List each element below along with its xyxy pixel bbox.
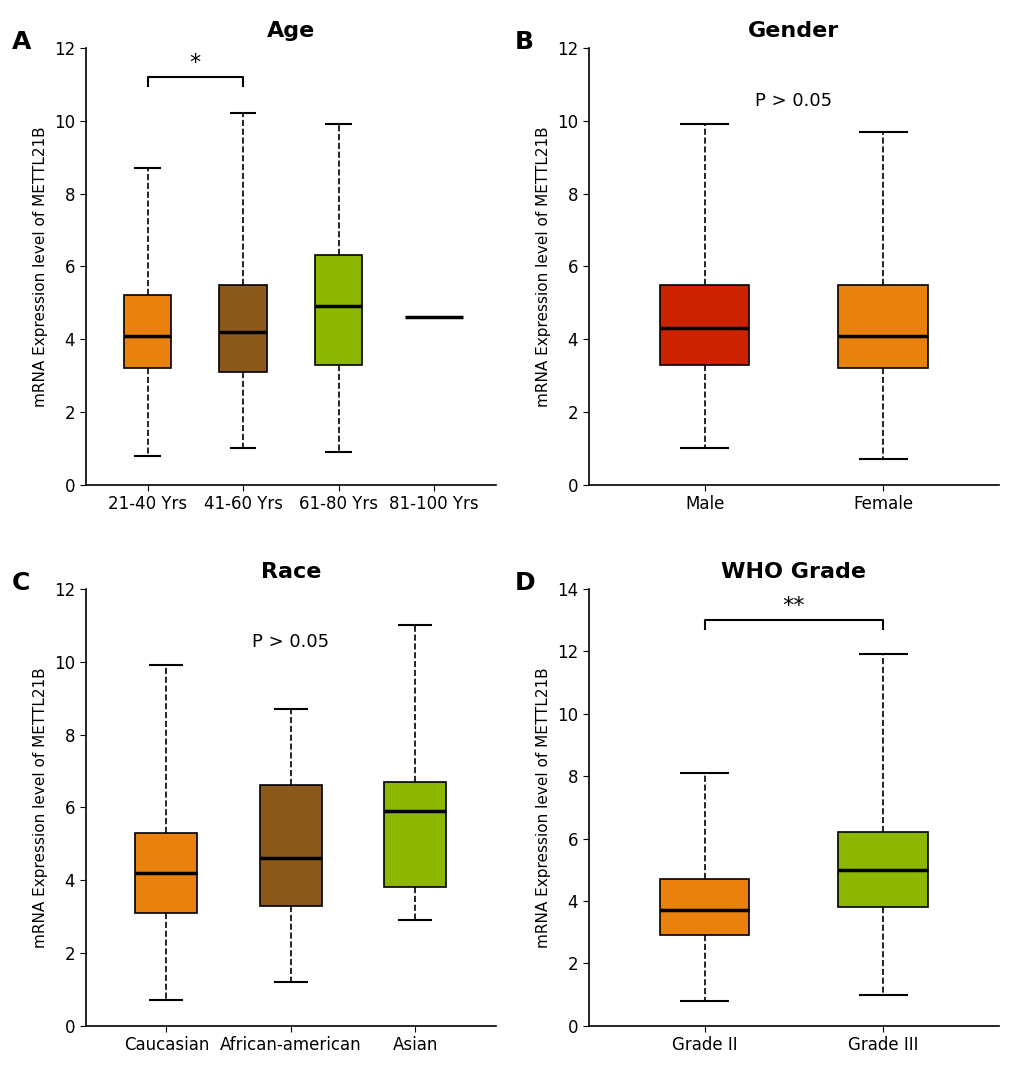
Text: *: * [190, 53, 201, 73]
FancyBboxPatch shape [838, 832, 927, 907]
Text: C: C [11, 572, 30, 596]
FancyBboxPatch shape [123, 296, 171, 369]
Text: P > 0.05: P > 0.05 [252, 632, 329, 650]
FancyBboxPatch shape [659, 285, 749, 364]
Y-axis label: mRNA Expression level of METTL21B: mRNA Expression level of METTL21B [34, 126, 48, 406]
Title: Race: Race [261, 562, 321, 582]
Text: D: D [515, 572, 535, 596]
Title: WHO Grade: WHO Grade [720, 562, 865, 582]
Title: Gender: Gender [748, 20, 839, 41]
Text: A: A [11, 30, 31, 55]
FancyBboxPatch shape [219, 285, 267, 372]
Title: Age: Age [266, 20, 315, 41]
FancyBboxPatch shape [838, 285, 927, 369]
Y-axis label: mRNA Expression level of METTL21B: mRNA Expression level of METTL21B [34, 666, 48, 948]
FancyBboxPatch shape [384, 782, 446, 888]
FancyBboxPatch shape [659, 879, 749, 935]
Text: P > 0.05: P > 0.05 [754, 91, 832, 110]
FancyBboxPatch shape [260, 786, 322, 905]
FancyBboxPatch shape [315, 256, 362, 364]
FancyBboxPatch shape [136, 833, 198, 913]
Text: **: ** [782, 596, 804, 616]
Text: B: B [515, 30, 533, 55]
Y-axis label: mRNA Expression level of METTL21B: mRNA Expression level of METTL21B [536, 126, 551, 406]
Y-axis label: mRNA Expression level of METTL21B: mRNA Expression level of METTL21B [536, 666, 551, 948]
